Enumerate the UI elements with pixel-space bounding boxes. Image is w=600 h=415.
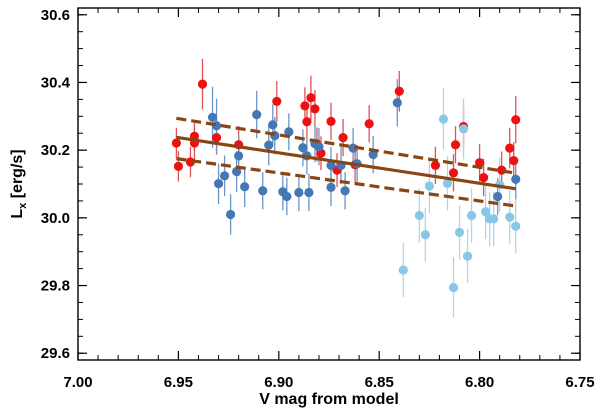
data-point-light-blue-7 (454, 227, 465, 237)
fit-line-best-fit (176, 135, 516, 191)
y-tick-label: 29.6 (41, 345, 70, 362)
data-point-steel-blue-30 (493, 191, 503, 202)
data-point-steel-blue-4 (226, 209, 236, 220)
data-point-red-25 (475, 158, 485, 168)
data-point-red-0 (171, 138, 181, 148)
data-point-red-20 (394, 86, 404, 96)
data-point-steel-blue-14 (282, 191, 292, 202)
data-point-red-9 (300, 101, 310, 111)
data-point-light-blue-10 (466, 210, 477, 221)
data-point-light-blue-15 (505, 212, 515, 222)
y-tick-label: 30.0 (41, 210, 70, 227)
data-point-red-8 (272, 96, 282, 107)
data-point-red-28 (505, 143, 515, 153)
x-tick-label: 6.90 (264, 374, 293, 391)
data-point-light-blue-6 (448, 282, 459, 293)
y-tick-label: 29.8 (41, 278, 70, 295)
data-point-steel-blue-17 (298, 143, 308, 153)
data-point-light-blue-2 (420, 230, 430, 240)
data-point-steel-blue-19 (304, 187, 314, 198)
data-point-steel-blue-9 (258, 186, 268, 196)
fit-line-lower-bound (176, 157, 516, 208)
data-point-steel-blue-23 (326, 182, 336, 192)
data-point-steel-blue-16 (294, 187, 304, 198)
data-point-steel-blue-31 (511, 174, 521, 184)
data-point-steel-blue-10 (264, 140, 274, 150)
data-point-steel-blue-28 (368, 149, 378, 160)
data-point-steel-blue-15 (284, 127, 294, 137)
x-tick-label: 6.80 (465, 374, 494, 391)
fit-line-upper-bound (176, 116, 516, 175)
x-tick-label: 6.85 (365, 374, 394, 391)
data-point-red-19 (364, 119, 374, 129)
data-point-light-blue-4 (438, 114, 449, 124)
data-point-red-26 (479, 172, 489, 183)
y-tick-label: 30.6 (41, 7, 70, 24)
data-point-light-blue-9 (462, 251, 473, 261)
data-point-red-23 (450, 140, 461, 150)
x-tick-label: 6.75 (565, 374, 594, 391)
data-point-red-22 (448, 168, 459, 178)
data-point-light-blue-0 (398, 265, 408, 275)
data-point-red-29 (509, 156, 519, 166)
data-point-red-10 (302, 117, 312, 127)
x-tick-label: 7.00 (63, 374, 92, 391)
data-point-steel-blue-2 (213, 179, 224, 189)
data-point-light-blue-5 (442, 178, 453, 188)
data-point-steel-blue-0 (207, 112, 218, 122)
data-point-red-11 (306, 93, 316, 103)
y-tick-label: 30.4 (41, 74, 71, 91)
data-point-light-blue-1 (414, 210, 424, 221)
data-point-red-21 (430, 160, 441, 170)
data-point-light-blue-8 (458, 124, 469, 134)
data-point-red-1 (173, 161, 183, 171)
data-point-steel-blue-25 (340, 186, 350, 196)
data-point-steel-blue-22 (326, 160, 336, 170)
data-point-light-blue-16 (511, 221, 521, 231)
data-point-red-17 (338, 133, 348, 143)
data-point-red-30 (511, 115, 521, 125)
data-point-steel-blue-29 (392, 98, 402, 108)
data-point-red-12 (310, 104, 320, 114)
y-tick-label: 30.2 (41, 142, 70, 159)
data-point-steel-blue-21 (314, 142, 324, 152)
data-point-light-blue-13 (489, 214, 499, 224)
data-point-steel-blue-6 (234, 151, 244, 161)
data-point-light-blue-3 (424, 181, 434, 191)
data-point-red-15 (326, 116, 336, 126)
data-point-steel-blue-3 (219, 171, 230, 181)
x-tick-label: 6.95 (164, 374, 193, 391)
data-point-red-6 (211, 133, 222, 143)
data-point-steel-blue-11 (268, 120, 278, 130)
x-axis-title: V mag from model (259, 391, 399, 408)
data-point-red-5 (197, 79, 208, 89)
data-point-light-blue-11 (481, 207, 491, 217)
data-point-steel-blue-7 (240, 182, 250, 192)
y-axis-title: Lx [erg/s] (9, 149, 29, 218)
data-point-steel-blue-8 (252, 110, 262, 120)
data-point-steel-blue-5 (232, 166, 242, 177)
